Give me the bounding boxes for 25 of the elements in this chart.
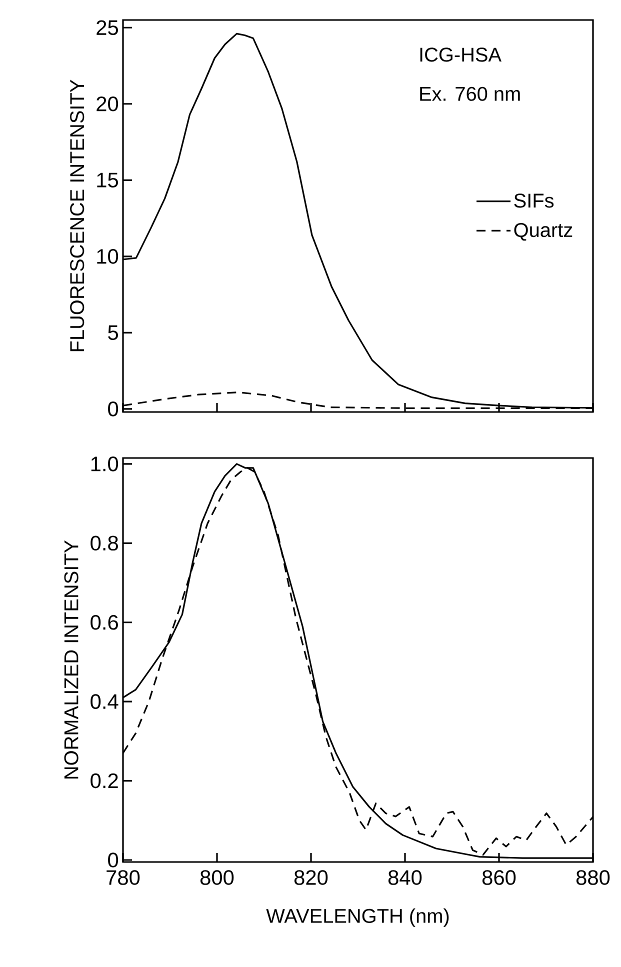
x-tick-label: 800 [200, 870, 234, 885]
y-tick-label: 5 [108, 325, 118, 340]
y-tick-label: 25 [96, 20, 118, 36]
x-axis-title: WAVELENGTH (nm) [266, 908, 449, 927]
y-tick-label: 0 [108, 402, 118, 416]
x-tick-label: 880 [576, 870, 610, 885]
y-tick-label: 10 [97, 249, 118, 264]
y-tick-label: 1.0 [91, 456, 118, 472]
y-tick-label: 0.2 [90, 773, 118, 788]
annotation: Ex. 760 nm [420, 86, 520, 101]
y-axis-title: FLUORESCENCE INTENSITY [70, 80, 84, 352]
annotation: ICG-HSA [420, 48, 502, 62]
y-tick-label: 20 [96, 96, 118, 112]
x-tick-label: 860 [482, 870, 516, 885]
legend-label: Quartz [514, 222, 572, 241]
x-tick-label: 780 [106, 870, 140, 885]
y-axis-title: NORMALIZED INTENSITY [64, 540, 78, 778]
legend-label: SIFs [514, 194, 554, 208]
x-tick-label: 840 [388, 870, 422, 885]
y-tick-label: 0.8 [90, 536, 118, 551]
y-tick-label: 0 [108, 852, 118, 868]
y-tick-label: 0.4 [90, 694, 118, 709]
y-tick-label: 15 [97, 172, 118, 188]
y-tick-label: 0.6 [90, 614, 118, 630]
x-tick-label: 820 [294, 870, 328, 885]
